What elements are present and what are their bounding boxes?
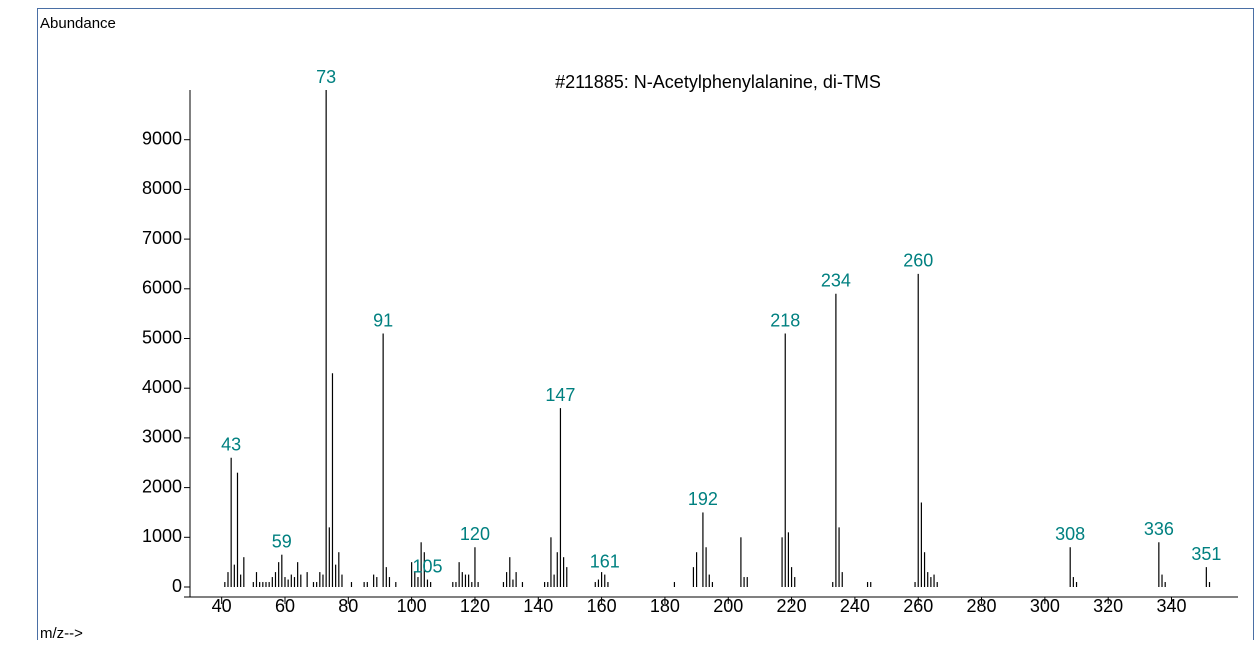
peak-label: 120 bbox=[460, 524, 490, 544]
peak-label: 218 bbox=[770, 310, 800, 330]
y-tick-label: 9000 bbox=[142, 128, 182, 148]
y-axis-label: Abundance bbox=[40, 15, 116, 32]
x-tick-label: 120 bbox=[460, 596, 490, 616]
x-tick-label: 40 bbox=[212, 596, 232, 616]
x-tick-label: 300 bbox=[1030, 596, 1060, 616]
peak-label: 260 bbox=[903, 251, 933, 271]
x-tick-label: 280 bbox=[967, 596, 997, 616]
peak-label: 351 bbox=[1191, 544, 1221, 564]
peak-label: 105 bbox=[412, 556, 442, 576]
x-tick-label: 260 bbox=[903, 596, 933, 616]
x-tick-label: 200 bbox=[713, 596, 743, 616]
peak-label: 336 bbox=[1144, 519, 1174, 539]
x-axis-label: m/z--> bbox=[40, 625, 83, 640]
peak-label: 147 bbox=[545, 385, 575, 405]
y-tick-label: 0 bbox=[172, 576, 182, 596]
y-tick-label: 1000 bbox=[142, 526, 182, 546]
x-tick-label: 160 bbox=[587, 596, 617, 616]
x-tick-label: 100 bbox=[397, 596, 427, 616]
y-tick-label: 3000 bbox=[142, 427, 182, 447]
y-tick-label: 2000 bbox=[142, 476, 182, 496]
peak-label: 161 bbox=[590, 551, 620, 571]
peak-label: 73 bbox=[316, 67, 336, 87]
x-tick-label: 240 bbox=[840, 596, 870, 616]
x-tick-label: 320 bbox=[1093, 596, 1123, 616]
x-tick-label: 220 bbox=[777, 596, 807, 616]
y-tick-label: 6000 bbox=[142, 278, 182, 298]
frame bbox=[37, 8, 1254, 645]
y-tick-label: 7000 bbox=[142, 228, 182, 248]
y-tick-label: 5000 bbox=[142, 327, 182, 347]
peak-label: 192 bbox=[688, 489, 718, 509]
x-tick-label: 80 bbox=[338, 596, 358, 616]
y-tick-label: 8000 bbox=[142, 178, 182, 198]
peak-label: 43 bbox=[221, 435, 241, 455]
y-tick-label: 4000 bbox=[142, 377, 182, 397]
peak-label: 91 bbox=[373, 310, 393, 330]
peak-label: 59 bbox=[272, 531, 292, 551]
peak-label: 234 bbox=[821, 271, 851, 291]
x-tick-label: 60 bbox=[275, 596, 295, 616]
peak-label: 308 bbox=[1055, 524, 1085, 544]
x-tick-label: 180 bbox=[650, 596, 680, 616]
x-tick-label: 140 bbox=[523, 596, 553, 616]
x-tick-label: 340 bbox=[1156, 596, 1186, 616]
chart-title: #211885: N-Acetylphenylalanine, di-TMS bbox=[555, 72, 881, 92]
